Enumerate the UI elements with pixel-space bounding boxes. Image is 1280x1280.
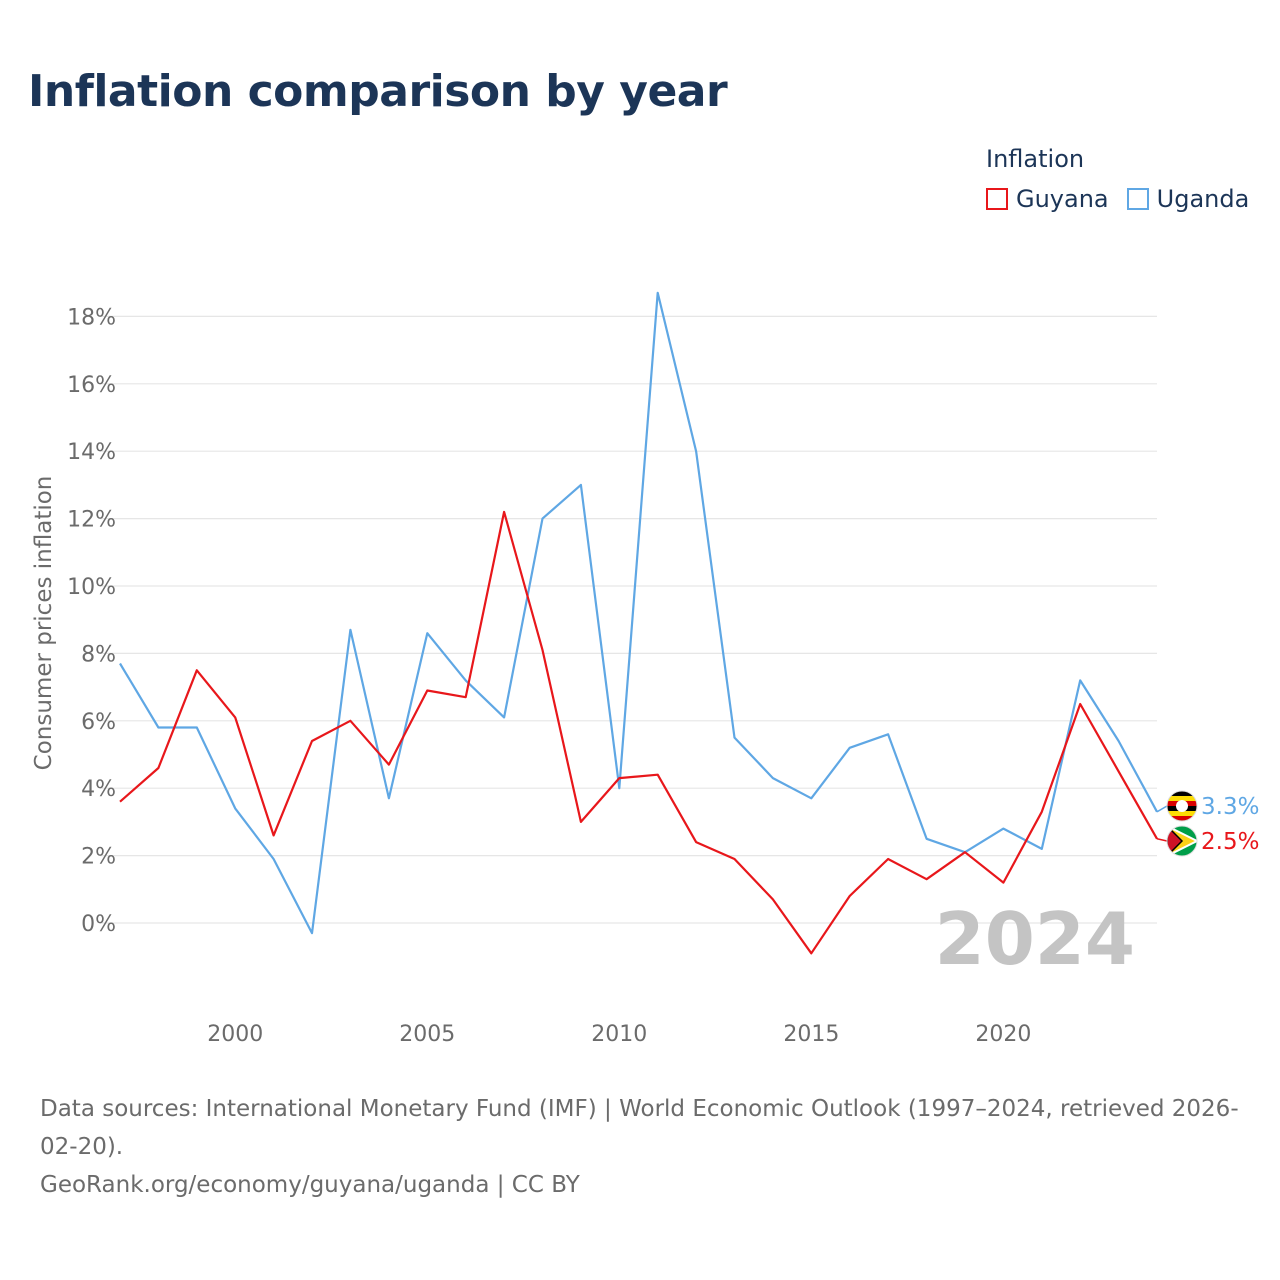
flag-stripe — [1167, 791, 1197, 796]
x-tick-label: 2020 — [975, 1022, 1031, 1047]
y-tick-label: 0% — [81, 912, 116, 937]
end-value-label-uganda: 3.3% — [1201, 794, 1259, 820]
legend-item-guyana[interactable]: Guyana — [986, 185, 1109, 213]
y-tick-label: 12% — [67, 508, 116, 533]
y-tick-label: 14% — [67, 440, 116, 465]
legend-item-uganda[interactable]: Uganda — [1126, 185, 1250, 213]
x-tick-label: 2015 — [783, 1022, 839, 1047]
series-line-uganda — [119, 291, 1158, 935]
flag-stripe — [1167, 811, 1197, 816]
leader-line-guyana — [1156, 838, 1168, 842]
flag-body — [1167, 826, 1197, 856]
legend-swatch-uganda — [1126, 188, 1149, 210]
year-watermark: 2024 — [935, 897, 1135, 981]
data-sources: Data sources: International Monetary Fun… — [40, 1096, 1239, 1160]
legend: Guyana Uganda — [986, 185, 1249, 213]
series-end-markers: 2.5% 3.3% — [1156, 790, 1259, 857]
y-axis-ticks: 0% 2% 4% 6% 8% 10% 12% 14% 16% 18% — [67, 305, 116, 937]
y-axis-label: Consumer prices inflation — [31, 476, 57, 771]
guyana-flag-icon — [1166, 825, 1198, 857]
gridlines — [100, 315, 1157, 924]
series-lines — [119, 291, 1158, 955]
x-tick-label: 2010 — [591, 1022, 647, 1047]
chart-title: Inflation comparison by year — [28, 66, 728, 117]
series-line-guyana — [119, 510, 1158, 955]
uganda-flag-icon — [1166, 790, 1198, 822]
legend-swatch-guyana — [986, 188, 1008, 210]
flag-stripe — [1167, 796, 1197, 801]
y-tick-label: 10% — [67, 575, 116, 600]
y-tick-label: 18% — [67, 305, 116, 330]
y-tick-label: 16% — [67, 373, 116, 398]
legend-title: Inflation — [986, 145, 1085, 173]
legend-label-guyana: Guyana — [1016, 185, 1109, 213]
flag-body — [1167, 791, 1197, 821]
flag-triangle — [1167, 826, 1184, 856]
y-tick-label: 6% — [81, 710, 116, 735]
line-chart: 0%2%4%6%8%10%12%14%16%18% 2000 2005 2010 20… — [31, 291, 1259, 1047]
leader-line-uganda — [1156, 805, 1168, 813]
flag-emblem — [1176, 800, 1188, 812]
y-tick-label: 2% — [81, 845, 116, 870]
flag-border — [1166, 790, 1198, 822]
y-tick-label: 4% — [81, 777, 116, 802]
x-tick-label: 2000 — [207, 1022, 263, 1047]
legend-label-uganda: Uganda — [1156, 185, 1250, 213]
source-credit: GeoRank.org/economy/guyana/uganda | CC B… — [40, 1172, 580, 1198]
end-value-label-guyana: 2.5% — [1201, 829, 1259, 855]
flag-border — [1166, 825, 1198, 857]
x-axis-ticks: 2000 2005 2010 2015 2020 — [207, 1022, 1031, 1047]
x-tick-label: 2005 — [399, 1022, 455, 1047]
footer: Data sources: International Monetary Fun… — [40, 1090, 1245, 1204]
flag-stripe — [1167, 816, 1197, 821]
y-tick-label: 8% — [81, 642, 116, 667]
